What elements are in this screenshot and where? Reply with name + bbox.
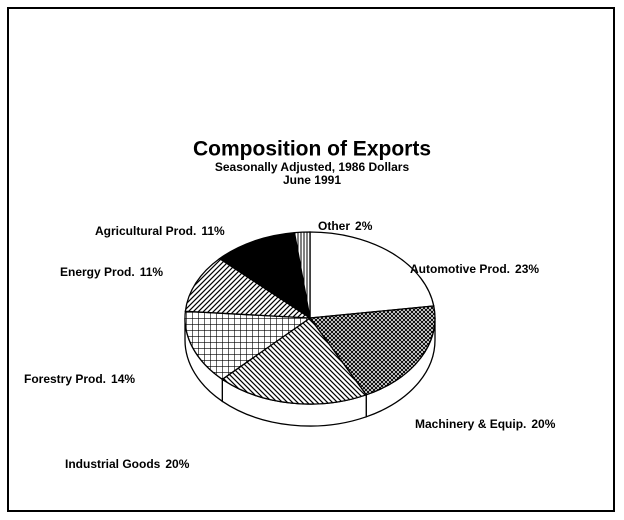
value-label: 20% bbox=[165, 457, 189, 471]
frame bbox=[7, 7, 615, 512]
slice bbox=[184, 257, 313, 319]
category-label: Automotive Prod. bbox=[410, 262, 510, 276]
slice bbox=[218, 231, 311, 320]
category-label: Agricultural Prod. bbox=[95, 224, 196, 238]
category-label: Industrial Goods bbox=[65, 457, 161, 471]
slice-label: Other 2% bbox=[318, 219, 373, 233]
slice-label: Agricultural Prod. 11% bbox=[95, 224, 225, 238]
category-label: Forestry Prod. bbox=[24, 372, 106, 386]
value-label: 11% bbox=[201, 224, 225, 238]
value-label: 11% bbox=[140, 265, 164, 279]
slice bbox=[308, 305, 436, 396]
value-label: 23% bbox=[515, 262, 539, 276]
chart-subtitle: Seasonally Adjusted, 1986 Dollars bbox=[215, 160, 410, 174]
slice-label: Forestry Prod. 14% bbox=[24, 372, 135, 386]
slice bbox=[184, 310, 312, 381]
category-label: Energy Prod. bbox=[60, 265, 135, 279]
slice bbox=[309, 231, 435, 319]
value-label: 20% bbox=[531, 417, 555, 431]
slice-label: Automotive Prod. 23% bbox=[410, 262, 539, 276]
category-label: Machinery & Equip. bbox=[415, 417, 526, 431]
chart-title: Composition of Exports bbox=[193, 138, 431, 161]
slice-label: Energy Prod. 11% bbox=[60, 265, 163, 279]
slice-label: Machinery & Equip. 20% bbox=[415, 417, 556, 431]
slice bbox=[221, 317, 368, 405]
value-label: 2% bbox=[355, 219, 373, 233]
value-label: 14% bbox=[111, 372, 135, 386]
chart-subtitle: June 1991 bbox=[283, 173, 341, 187]
category-label: Other bbox=[318, 219, 350, 233]
slice bbox=[293, 231, 311, 319]
slice-label: Industrial Goods 20% bbox=[65, 457, 190, 471]
